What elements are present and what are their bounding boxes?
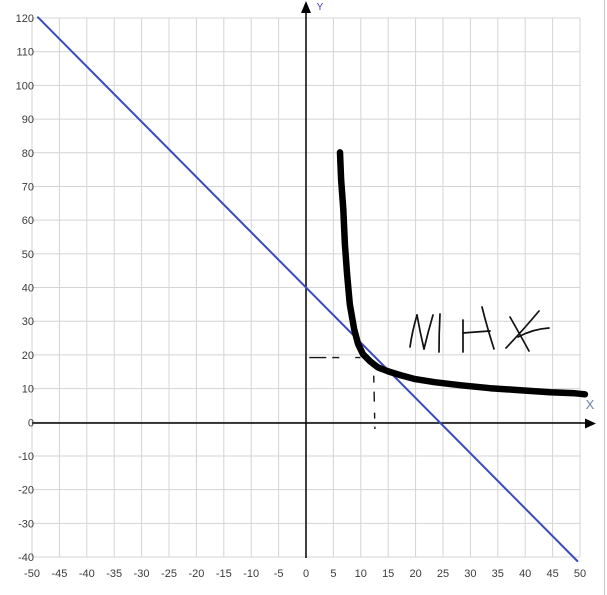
y-tick-label: 120 — [16, 13, 34, 25]
x-tick-label: -20 — [188, 568, 204, 580]
x-tick-label: -25 — [161, 568, 177, 580]
y-axis-arrow-icon — [301, 1, 311, 13]
max-annotation — [409, 306, 550, 353]
y-tick-label: 30 — [22, 316, 34, 328]
data-series-layer — [37, 16, 589, 562]
y-tick-label: 10 — [22, 384, 34, 396]
handwritten-stroke — [509, 316, 530, 352]
x-tick-label: -10 — [243, 568, 259, 580]
y-tick-label: 80 — [22, 148, 34, 160]
dotted-vertical-guide — [372, 360, 376, 430]
x-tick-label: 5 — [330, 568, 336, 580]
y-axis-label: Y — [317, 2, 324, 13]
x-axis-arrow-icon — [585, 418, 596, 429]
x-tick-label: 30 — [464, 568, 476, 580]
x-tick-label: 0 — [303, 568, 309, 580]
x-tick-label: 20 — [409, 568, 421, 580]
y-tick-label: 50 — [22, 249, 34, 261]
decreasing-line — [37, 16, 579, 562]
y-tick-label: 70 — [22, 181, 34, 193]
y-tick-label: 60 — [22, 215, 34, 227]
x-tick-label: 15 — [382, 568, 394, 580]
construction-guide-layer — [309, 356, 376, 430]
x-tick-label: -30 — [134, 568, 150, 580]
y-tick-label: -10 — [18, 451, 34, 463]
handwritten-stroke — [416, 314, 425, 350]
x-tick-label: 50 — [574, 568, 586, 580]
y-tick-label: 90 — [22, 114, 34, 126]
handwritten-stroke — [462, 330, 491, 334]
x-tick-label: -35 — [106, 568, 122, 580]
handwritten-stroke — [409, 314, 418, 348]
y-tick-label: 0 — [28, 417, 34, 429]
hyperbola-curve — [336, 149, 589, 398]
x-axis-label: X — [586, 397, 595, 412]
handwritten-stroke — [517, 327, 550, 338]
handwritten-stroke — [438, 313, 441, 353]
x-tick-label: 25 — [437, 568, 449, 580]
y-tick-label: -40 — [18, 552, 34, 564]
handwritten-stroke — [481, 306, 495, 350]
y-tick-label: 20 — [22, 350, 34, 362]
x-tick-label: 10 — [355, 568, 367, 580]
y-tick-label: 110 — [16, 47, 34, 59]
y-tick-label: -30 — [18, 518, 34, 530]
x-tick-label: 35 — [492, 568, 504, 580]
x-tick-label: -50 — [24, 568, 40, 580]
x-tick-label: 45 — [546, 568, 558, 580]
y-tick-label: 40 — [22, 283, 34, 295]
x-tick-label: -5 — [274, 568, 284, 580]
x-tick-label: -40 — [79, 568, 95, 580]
y-tick-label: -20 — [18, 485, 34, 497]
x-tick-label: -45 — [51, 568, 67, 580]
handwritten-stroke — [423, 314, 434, 350]
x-tick-label: 40 — [519, 568, 531, 580]
tick-label-layer: -50 -45 -40 -35 -30 -25 -20 -15 -10 -5 0 5 10 15 20 25 3… — [16, 13, 586, 580]
y-tick-label: 100 — [16, 80, 34, 92]
x-tick-label: -15 — [216, 568, 232, 580]
handwritten-stroke — [505, 310, 540, 349]
